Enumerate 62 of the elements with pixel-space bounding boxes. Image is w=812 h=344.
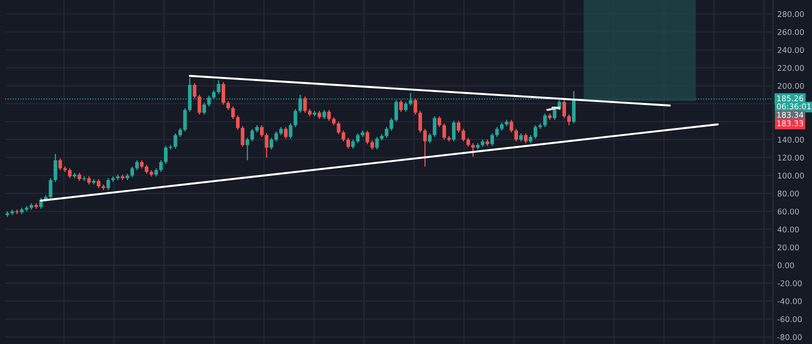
candlestick — [423, 128, 427, 168]
candlestick — [336, 121, 340, 135]
candlestick — [106, 178, 110, 190]
candlestick — [543, 113, 547, 128]
candlestick — [471, 142, 475, 158]
candlestick — [270, 137, 274, 150]
candlestick — [294, 108, 298, 128]
candlestick — [514, 128, 518, 142]
candlestick — [198, 94, 202, 116]
candlestick — [216, 80, 220, 94]
candlestick — [438, 116, 442, 128]
candlestick — [68, 168, 72, 179]
candlestick — [246, 137, 250, 161]
candlestick — [567, 114, 571, 126]
candlestick — [342, 130, 346, 142]
candlestick — [452, 120, 456, 142]
candlestick — [375, 136, 379, 150]
candlestick — [222, 82, 226, 106]
candlestick — [250, 128, 254, 142]
candlestick — [327, 109, 331, 122]
candlestick — [356, 132, 360, 144]
candlestick — [495, 126, 499, 138]
candlestick — [303, 96, 307, 114]
candlestick — [236, 114, 240, 130]
candlestick — [418, 110, 422, 133]
candlestick — [260, 124, 264, 138]
candlestick — [274, 130, 278, 142]
candlestick — [284, 126, 288, 140]
candlestick — [240, 126, 244, 148]
candlestick — [159, 160, 163, 172]
candlestick — [442, 122, 446, 140]
candlestick — [54, 153, 58, 182]
candlestick — [183, 108, 187, 132]
candlestick — [48, 178, 52, 200]
candlestick — [288, 122, 292, 140]
candlestick — [462, 128, 466, 142]
candlestick — [366, 130, 370, 145]
candlestick — [192, 82, 196, 99]
candlestick — [264, 132, 268, 158]
candlestick — [82, 176, 86, 182]
candlestick — [562, 100, 566, 119]
candlestick — [384, 126, 388, 138]
candlestick — [510, 119, 514, 133]
candlestick — [428, 132, 432, 144]
candlestick — [432, 116, 436, 138]
candlestick — [490, 132, 494, 146]
candlestick — [456, 120, 460, 133]
candlestick — [135, 160, 139, 171]
candlestick — [572, 90, 576, 124]
candlestick — [414, 98, 418, 116]
candlestick — [534, 124, 538, 140]
candlestick — [202, 102, 206, 116]
candlestick — [399, 100, 403, 112]
candlestick — [174, 132, 178, 150]
candlestick — [130, 166, 134, 178]
candlestick — [404, 101, 408, 112]
candlestick — [164, 145, 168, 164]
candlestick — [524, 132, 528, 144]
candlestick — [390, 118, 394, 132]
candlestick — [58, 158, 62, 171]
candlestick — [346, 137, 350, 150]
candlestick — [231, 106, 235, 120]
